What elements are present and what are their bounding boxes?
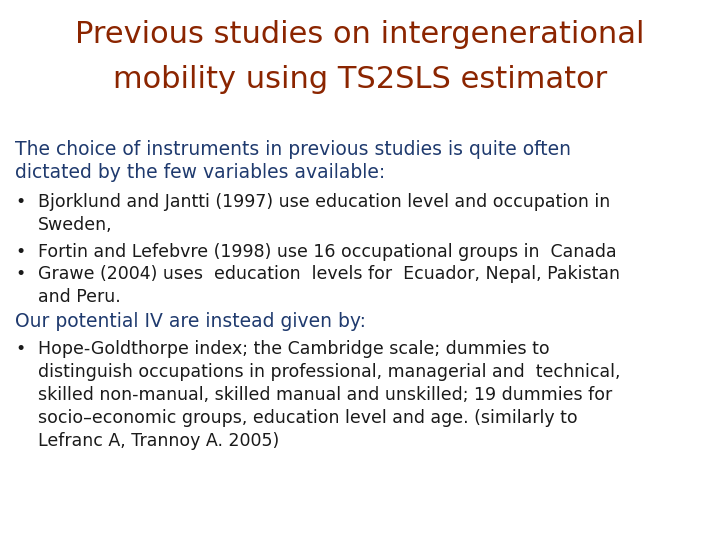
Text: dictated by the few variables available:: dictated by the few variables available: [15, 163, 385, 182]
Text: Our potential IV are instead given by:: Our potential IV are instead given by: [15, 312, 366, 331]
Text: •: • [15, 265, 25, 283]
Text: Grawe (2004) uses  education  levels for  Ecuador, Nepal, Pakistan
and Peru.: Grawe (2004) uses education levels for E… [38, 265, 620, 306]
Text: mobility using TS2SLS estimator: mobility using TS2SLS estimator [113, 65, 607, 94]
Text: •: • [15, 340, 25, 358]
Text: Bjorklund and Jantti (1997) use education level and occupation in
Sweden,: Bjorklund and Jantti (1997) use educatio… [38, 193, 611, 234]
Text: Fortin and Lefebvre (1998) use 16 occupational groups in  Canada: Fortin and Lefebvre (1998) use 16 occupa… [38, 243, 616, 261]
Text: Hope-Goldthorpe index; the Cambridge scale; dummies to
distinguish occupations i: Hope-Goldthorpe index; the Cambridge sca… [38, 340, 621, 450]
Text: Previous studies on intergenerational: Previous studies on intergenerational [76, 20, 644, 49]
Text: The choice of instruments in previous studies is quite often: The choice of instruments in previous st… [15, 140, 571, 159]
Text: •: • [15, 193, 25, 211]
Text: •: • [15, 243, 25, 261]
